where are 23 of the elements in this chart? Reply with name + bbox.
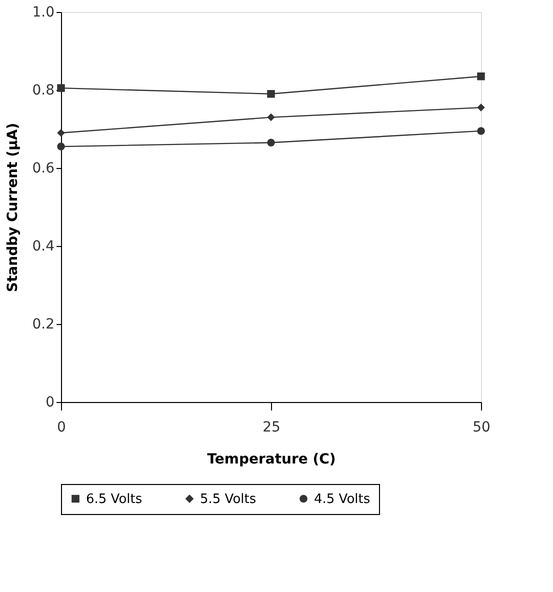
point (267, 113, 275, 122)
x-tick-label: 25 (262, 420, 280, 436)
legend-label: 5.5 Volts (200, 492, 256, 507)
x-axis-title: Temperature (C) (207, 452, 336, 468)
point (267, 138, 275, 147)
legend-label: 4.5 Volts (314, 492, 370, 507)
legend-label: 6.5 Volts (86, 492, 142, 507)
y-tick-label: 0.6 (32, 160, 55, 176)
point (57, 84, 65, 92)
point (267, 90, 275, 98)
point (477, 127, 485, 135)
point (57, 142, 65, 150)
y-tick-label: 0.4 (32, 238, 55, 254)
point (477, 72, 485, 80)
point (477, 104, 485, 112)
y-axis-title: Standby Current (μA) (5, 122, 22, 292)
point (57, 129, 65, 137)
x-tick-label: 0 (57, 420, 66, 436)
y-tick-label: 0 (46, 394, 54, 410)
x-tick-label: 50 (472, 420, 490, 436)
y-tick-label: 1.0 (32, 4, 54, 20)
y-tick-label: 0.8 (32, 82, 54, 98)
y-tick-label: 0.2 (32, 316, 54, 332)
